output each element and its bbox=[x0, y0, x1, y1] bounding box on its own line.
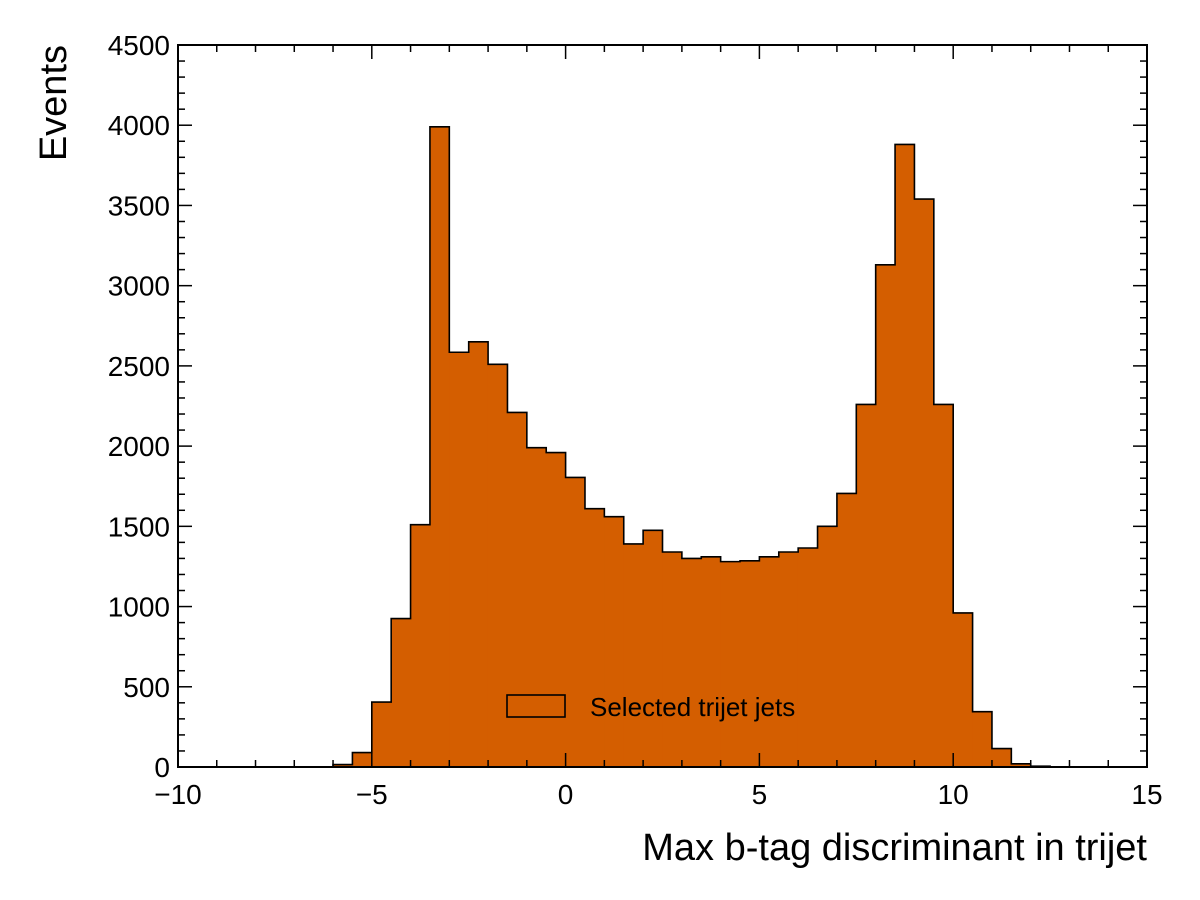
legend-label: Selected trijet jets bbox=[590, 692, 795, 722]
y-tick-label: 2500 bbox=[108, 351, 170, 382]
histogram-bar bbox=[991, 748, 1012, 768]
y-axis-title: Events bbox=[33, 45, 75, 161]
histogram-bar bbox=[914, 198, 935, 768]
histogram-bar bbox=[526, 447, 547, 768]
histogram-bar bbox=[371, 701, 392, 768]
histogram-bar bbox=[836, 493, 857, 768]
y-tick-label: 1000 bbox=[108, 592, 170, 623]
histogram-bar bbox=[410, 524, 431, 768]
histogram-bar bbox=[545, 452, 566, 768]
x-tick-label: −5 bbox=[356, 779, 388, 810]
legend: Selected trijet jets bbox=[506, 692, 795, 722]
histogram-bar bbox=[933, 404, 954, 768]
x-tick-label: 15 bbox=[1131, 779, 1162, 810]
histogram-bar bbox=[972, 711, 993, 768]
histogram-bar bbox=[623, 543, 644, 768]
x-tick-label: −10 bbox=[154, 779, 202, 810]
histogram-bars bbox=[332, 126, 1051, 768]
histogram-bar bbox=[797, 547, 818, 768]
histogram-bar bbox=[739, 560, 760, 768]
histogram-bar bbox=[429, 126, 450, 768]
histogram-bar bbox=[681, 558, 702, 768]
histogram-bar bbox=[449, 351, 470, 768]
x-tick-label: 10 bbox=[938, 779, 969, 810]
histogram-bar bbox=[720, 561, 741, 768]
histogram-bar bbox=[565, 477, 586, 768]
histogram-bar bbox=[662, 551, 683, 768]
histogram-outline bbox=[178, 126, 1147, 768]
y-tick-label: 3000 bbox=[108, 271, 170, 302]
y-tick-label: 4000 bbox=[108, 110, 170, 141]
histogram-bar bbox=[352, 752, 373, 768]
histogram-bar bbox=[817, 526, 838, 768]
histogram-bar bbox=[875, 264, 896, 768]
histogram-bar bbox=[487, 363, 508, 768]
y-tick-label: 3500 bbox=[108, 190, 170, 221]
histogram-bar bbox=[700, 556, 721, 768]
histogram-bar bbox=[894, 144, 915, 768]
histogram-bar bbox=[604, 516, 625, 768]
x-axis-title: Max b-tag discriminant in trijet bbox=[642, 827, 1147, 869]
y-tick-label: 2000 bbox=[108, 431, 170, 462]
histogram-bar bbox=[952, 612, 973, 768]
plot-frame bbox=[177, 44, 1148, 768]
x-tick-labels: −10 −5 0 5 10 15 bbox=[154, 779, 1162, 810]
x-tick-label: 5 bbox=[752, 779, 768, 810]
histogram-bar bbox=[642, 530, 663, 768]
histogram-bar bbox=[759, 556, 780, 768]
y-tick-label: 4500 bbox=[108, 30, 170, 61]
histogram-bar bbox=[778, 551, 799, 768]
histogram-bar bbox=[855, 404, 876, 768]
y-tick-labels: 0 500 1000 1500 2000 2500 3000 3500 4000 4500 bbox=[108, 30, 170, 783]
x-tick-label: 0 bbox=[558, 779, 574, 810]
histogram-bar bbox=[390, 618, 411, 768]
y-tick-label: 500 bbox=[123, 672, 170, 703]
legend-swatch bbox=[506, 694, 566, 718]
y-tick-label: 0 bbox=[154, 752, 170, 783]
y-tick-label: 1500 bbox=[108, 511, 170, 542]
histogram-bar bbox=[584, 508, 605, 768]
histogram-bar bbox=[468, 341, 489, 768]
